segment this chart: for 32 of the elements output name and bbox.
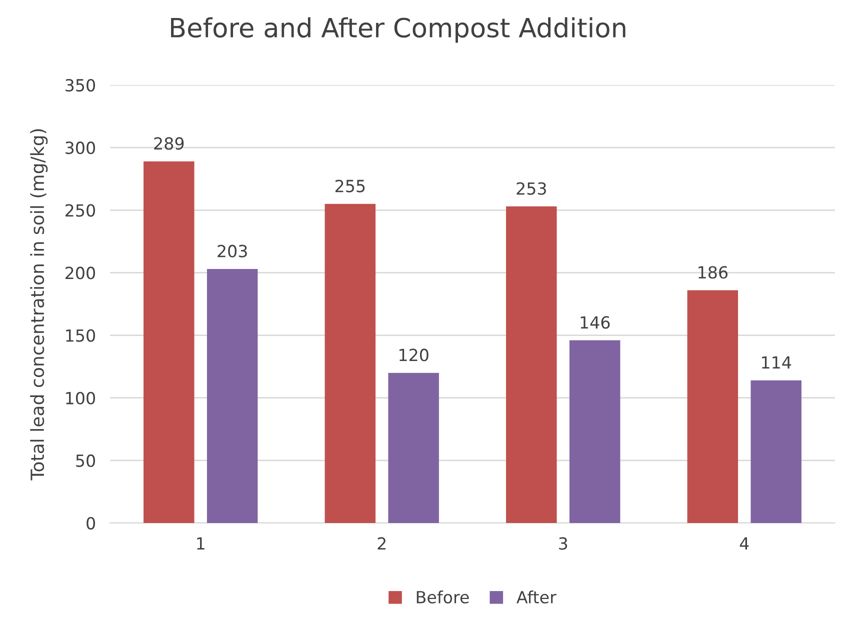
bar bbox=[324, 204, 376, 523]
chart-title: Before and After Compost Addition bbox=[171, 17, 626, 43]
bar bbox=[388, 372, 439, 523]
bar bbox=[687, 290, 738, 523]
x-tick-label: 3 bbox=[559, 537, 568, 550]
data-label: 203 bbox=[218, 244, 247, 258]
y-tick-label: 350 bbox=[66, 78, 96, 92]
y-tick-label: 0 bbox=[86, 516, 96, 530]
y-tick-label: 250 bbox=[66, 204, 96, 217]
y-tick-label: 100 bbox=[66, 392, 96, 404]
bar bbox=[569, 340, 620, 523]
x-tick-label: 2 bbox=[378, 537, 386, 550]
x-tick-label: 4 bbox=[740, 537, 749, 550]
x-tick-label: 1 bbox=[197, 537, 204, 550]
y-tick-label: 150 bbox=[66, 329, 96, 342]
bar bbox=[144, 161, 194, 523]
bar bbox=[750, 380, 802, 523]
legend-label: After bbox=[516, 590, 556, 604]
data-label: 120 bbox=[400, 348, 428, 362]
data-label: 253 bbox=[516, 182, 546, 195]
data-label: 186 bbox=[698, 266, 728, 279]
y-tick-label: 200 bbox=[66, 266, 96, 280]
data-label: 114 bbox=[762, 356, 792, 369]
data-label: 255 bbox=[335, 180, 365, 192]
y-tick-label: 300 bbox=[66, 142, 96, 154]
legend-label: Before bbox=[416, 590, 469, 604]
bar bbox=[506, 206, 557, 523]
data-label: 289 bbox=[154, 137, 184, 150]
y-tick-label: 50 bbox=[76, 454, 96, 467]
data-label: 146 bbox=[580, 316, 610, 329]
bar bbox=[206, 268, 258, 523]
y-axis-title: Total lead concentration in soil (mg/kg) bbox=[30, 129, 48, 480]
